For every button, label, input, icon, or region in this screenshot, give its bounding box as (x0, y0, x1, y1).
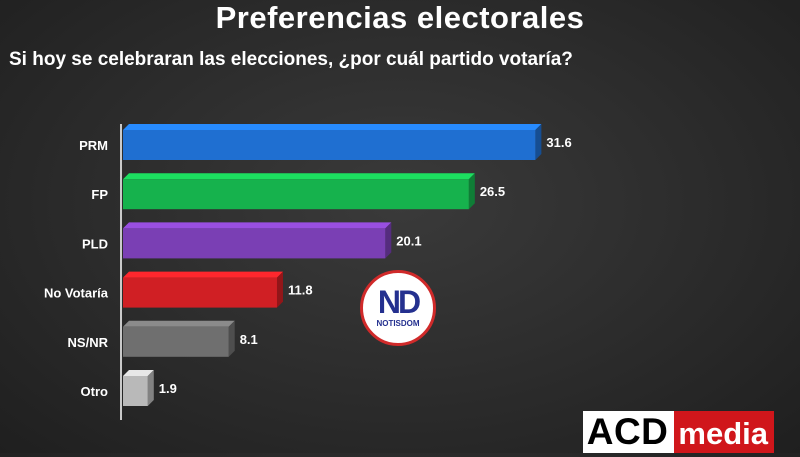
category-label-prm: PRM (79, 138, 108, 153)
chart-title: Preferencias electorales (215, 0, 585, 35)
logo-name: NOTISDOM (376, 319, 420, 328)
bar-top-fp (123, 173, 475, 180)
acd-media-brand: ACD media (582, 411, 774, 453)
bars-group: PRM 31.6 FP 26.5 PLD 20.1 No Votaría 11.8 NS/NR 8… (44, 124, 572, 406)
bar-no-votar-a (123, 277, 277, 308)
bar-top-prm (123, 124, 542, 130)
brand-media: media (674, 411, 774, 453)
bar-otro (123, 376, 148, 406)
value-label-fp: 26.5 (480, 184, 505, 199)
bar-top-no-votar-a (123, 271, 283, 278)
category-label-no-votar-a: No Votaría (44, 286, 109, 301)
value-label-otro: 1.9 (159, 381, 177, 396)
bar-top-pld (123, 222, 392, 229)
bar-fp (123, 179, 469, 210)
bar-prm (123, 130, 536, 160)
logo-mark: ND (377, 284, 421, 320)
bar-top-ns-nr (123, 320, 235, 327)
bar-ns-nr (123, 326, 229, 357)
bar-side-no-votar-a (276, 271, 283, 308)
bar-side-otro (147, 370, 154, 406)
bar-pld (123, 228, 386, 259)
value-label-ns-nr: 8.1 (240, 332, 258, 347)
bar-side-pld (385, 222, 392, 259)
bar-side-fp (468, 173, 475, 210)
value-label-no-votar-a: 11.8 (288, 283, 313, 298)
chart-subtitle: Si hoy se celebraran las elecciones, ¿po… (9, 49, 573, 70)
value-label-pld: 20.1 (396, 233, 421, 248)
notisdom-logo: ND NOTISDOM (360, 270, 436, 346)
brand-acd: ACD (582, 411, 675, 453)
category-label-pld: PLD (82, 236, 108, 251)
bar-side-ns-nr (228, 320, 235, 357)
category-label-fp: FP (91, 187, 108, 202)
category-label-ns-nr: NS/NR (68, 335, 109, 350)
bar-side-prm (535, 124, 542, 160)
bar-top-otro (123, 370, 154, 376)
value-label-prm: 31.6 (546, 135, 571, 150)
category-label-otro: Otro (81, 384, 109, 399)
